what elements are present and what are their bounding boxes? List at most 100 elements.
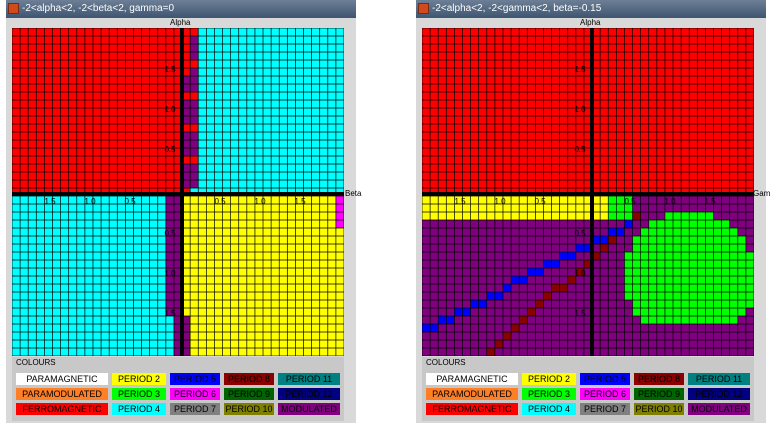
phase-cell bbox=[454, 348, 463, 356]
phase-cell bbox=[335, 156, 344, 165]
phase-cell bbox=[165, 140, 175, 149]
phase-cell bbox=[198, 324, 207, 333]
phase-cell bbox=[254, 36, 264, 45]
phase-cell bbox=[608, 76, 617, 85]
phase-cell bbox=[462, 124, 471, 133]
phase-cell bbox=[246, 180, 256, 189]
phase-cell bbox=[295, 76, 304, 85]
phase-cell bbox=[311, 244, 321, 253]
phase-cell bbox=[165, 36, 175, 45]
phase-cell bbox=[319, 172, 329, 181]
phase-cell bbox=[470, 140, 479, 149]
phase-cell bbox=[327, 60, 337, 69]
phase-cell bbox=[60, 132, 69, 141]
phase-cell bbox=[230, 260, 240, 269]
phase-cell bbox=[279, 36, 288, 45]
phase-cell bbox=[729, 332, 739, 341]
phase-cell bbox=[632, 204, 641, 213]
phase-cell bbox=[254, 220, 264, 229]
phase-cell bbox=[92, 140, 102, 149]
phase-cell bbox=[68, 316, 78, 325]
phase-cell bbox=[157, 276, 167, 285]
phase-cell bbox=[335, 36, 344, 45]
phase-cell bbox=[737, 28, 747, 37]
phase-cell bbox=[697, 220, 706, 229]
phase-cell bbox=[327, 132, 337, 141]
title-bar[interactable]: -2<alpha<2, -2<beta<2, gamma=0 bbox=[6, 0, 356, 18]
phase-cell bbox=[190, 124, 199, 133]
phase-cell bbox=[279, 308, 288, 317]
phase-cell bbox=[263, 92, 272, 101]
phase-cell bbox=[673, 316, 682, 325]
phase-cell bbox=[567, 196, 577, 205]
phase-cell bbox=[713, 52, 722, 61]
phase-cell bbox=[28, 92, 37, 101]
phase-cell bbox=[206, 212, 215, 221]
phase-cell bbox=[430, 204, 439, 213]
phase-cell bbox=[182, 148, 191, 157]
phase-cell bbox=[125, 60, 134, 69]
phase-cell bbox=[664, 52, 674, 61]
legend-item: PERIOD 8 bbox=[634, 373, 684, 385]
phase-cell bbox=[567, 308, 577, 317]
phase-cell bbox=[117, 204, 126, 213]
phase-cell bbox=[303, 140, 312, 149]
phase-cell bbox=[271, 244, 280, 253]
phase-cell bbox=[52, 164, 61, 173]
phase-cell bbox=[535, 60, 544, 69]
phase-cell bbox=[681, 236, 690, 245]
phase-cell bbox=[149, 332, 159, 341]
phase-cell bbox=[478, 324, 488, 333]
phase-cell bbox=[519, 164, 528, 173]
phase-cell bbox=[462, 36, 471, 45]
phase-cell bbox=[697, 68, 706, 77]
phase-cell bbox=[198, 164, 207, 173]
phase-cell bbox=[689, 140, 698, 149]
phase-cell bbox=[335, 100, 344, 109]
phase-cell bbox=[446, 204, 455, 213]
phase-cell bbox=[335, 292, 344, 301]
phase-cell bbox=[583, 100, 593, 109]
phase-cell bbox=[648, 108, 658, 117]
phase-cell bbox=[664, 348, 674, 356]
phase-cell bbox=[165, 284, 175, 293]
phase-cell bbox=[157, 156, 167, 165]
phase-cell bbox=[52, 316, 61, 325]
phase-cell bbox=[165, 220, 175, 229]
phase-cell bbox=[157, 36, 167, 45]
phase-cell bbox=[592, 36, 601, 45]
phase-cell bbox=[60, 260, 69, 269]
phase-cell bbox=[125, 100, 134, 109]
phase-cell bbox=[173, 260, 183, 269]
phase-cell bbox=[527, 292, 536, 301]
phase-cell bbox=[60, 252, 69, 261]
phase-cell bbox=[673, 260, 682, 269]
phase-cell bbox=[125, 316, 134, 325]
phase-cell bbox=[478, 204, 488, 213]
phase-cell bbox=[648, 60, 658, 69]
phase-cell bbox=[616, 60, 625, 69]
phase-cell bbox=[664, 284, 674, 293]
phase-cell bbox=[206, 140, 215, 149]
legend-item: PERIOD 3 bbox=[112, 388, 166, 400]
phase-cell bbox=[705, 100, 714, 109]
phase-cell bbox=[92, 36, 102, 45]
title-bar[interactable]: -2<alpha<2, -2<gamma<2, beta=-0.15 bbox=[416, 0, 766, 18]
phase-cell bbox=[190, 244, 199, 253]
phase-cell bbox=[535, 252, 544, 261]
legend-item: PERIOD 10 bbox=[224, 403, 274, 415]
phase-cell bbox=[689, 348, 698, 356]
phase-cell bbox=[592, 52, 601, 61]
phase-cell bbox=[76, 164, 86, 173]
phase-cell bbox=[664, 292, 674, 301]
phase-cell bbox=[165, 180, 175, 189]
legend-item: PERIOD 6 bbox=[170, 388, 220, 400]
x-tick-label: 0.5 bbox=[534, 197, 546, 206]
phase-cell bbox=[165, 324, 175, 333]
phase-cell bbox=[222, 44, 231, 53]
phase-cell bbox=[664, 244, 674, 253]
phase-cell bbox=[600, 340, 609, 349]
phase-cell bbox=[430, 124, 439, 133]
phase-cell bbox=[511, 196, 520, 205]
phase-cell bbox=[92, 180, 102, 189]
